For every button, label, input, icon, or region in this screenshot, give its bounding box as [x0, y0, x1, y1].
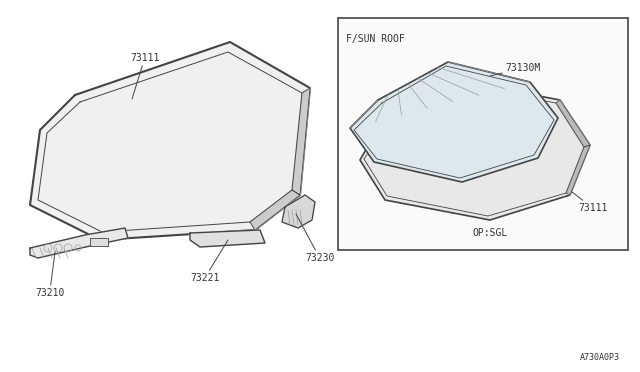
- Polygon shape: [556, 100, 590, 147]
- Text: 73130M: 73130M: [490, 63, 540, 76]
- Text: 73221: 73221: [190, 240, 228, 283]
- Polygon shape: [350, 62, 558, 182]
- Polygon shape: [250, 190, 300, 230]
- Polygon shape: [30, 228, 128, 258]
- Bar: [338, 18, 628, 250]
- Text: 73111: 73111: [130, 53, 159, 99]
- Bar: [90, 238, 108, 246]
- Text: 73230: 73230: [296, 214, 334, 263]
- Text: OP:SGL: OP:SGL: [472, 228, 508, 238]
- Text: F/SUN ROOF: F/SUN ROOF: [346, 34, 404, 44]
- Polygon shape: [30, 42, 310, 240]
- Polygon shape: [566, 145, 590, 195]
- Polygon shape: [360, 80, 590, 220]
- Text: A730A0P3: A730A0P3: [580, 353, 620, 362]
- Polygon shape: [282, 195, 315, 228]
- Polygon shape: [292, 88, 310, 195]
- Polygon shape: [190, 230, 265, 247]
- Text: 73111: 73111: [572, 192, 607, 213]
- Text: 73210: 73210: [35, 252, 65, 298]
